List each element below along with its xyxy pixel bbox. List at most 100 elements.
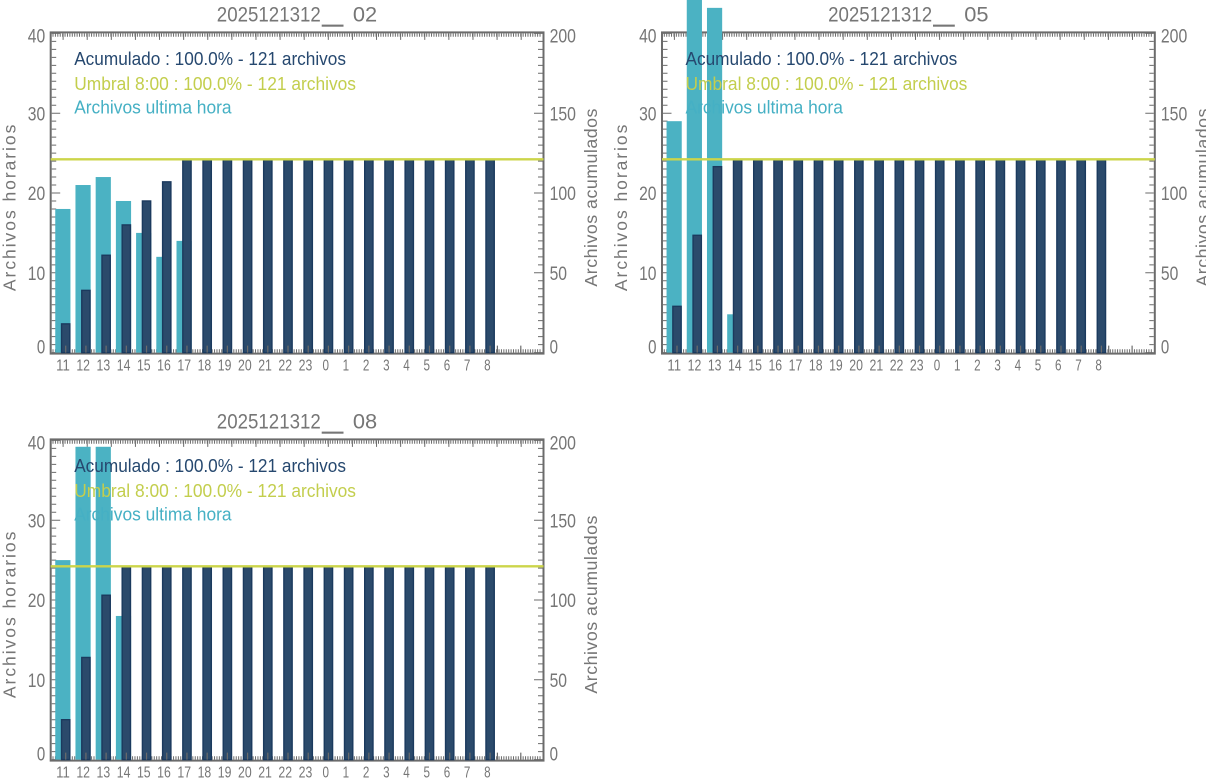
svg-text:17: 17 bbox=[177, 358, 191, 375]
svg-text:0: 0 bbox=[648, 338, 656, 359]
svg-text:Umbral 8:00 : 100.0% - 121 arc: Umbral 8:00 : 100.0% - 121 archivos bbox=[686, 74, 968, 94]
svg-text:15: 15 bbox=[137, 358, 151, 375]
svg-text:7: 7 bbox=[1075, 358, 1081, 375]
svg-text:11: 11 bbox=[667, 358, 681, 375]
svg-text:3: 3 bbox=[383, 358, 389, 375]
svg-text:13: 13 bbox=[708, 358, 722, 375]
svg-text:5: 5 bbox=[423, 765, 429, 779]
svg-text:30: 30 bbox=[28, 104, 45, 125]
svg-text:13: 13 bbox=[97, 358, 111, 375]
svg-text:20: 20 bbox=[849, 358, 863, 375]
svg-text:02: 02 bbox=[353, 4, 377, 27]
svg-text:Archivos ultima hora: Archivos ultima hora bbox=[686, 97, 844, 117]
svg-text:30: 30 bbox=[639, 104, 656, 125]
svg-text:22: 22 bbox=[278, 765, 292, 779]
svg-text:Archivos acumulados: Archivos acumulados bbox=[581, 515, 601, 694]
svg-text:4: 4 bbox=[403, 358, 410, 375]
svg-text:23: 23 bbox=[910, 358, 924, 375]
svg-text:Acumulado : 100.0% - 121 archi: Acumulado : 100.0% - 121 archivos bbox=[74, 456, 346, 476]
svg-text:12: 12 bbox=[76, 765, 90, 779]
svg-text:21: 21 bbox=[258, 358, 272, 375]
svg-text:Archivos ultima hora: Archivos ultima hora bbox=[74, 97, 232, 117]
svg-text:0: 0 bbox=[550, 338, 558, 359]
svg-text:23: 23 bbox=[299, 765, 313, 779]
svg-text:50: 50 bbox=[1161, 264, 1178, 285]
svg-text:21: 21 bbox=[258, 765, 272, 779]
svg-text:Umbral 8:00 : 100.0% - 121 arc: Umbral 8:00 : 100.0% - 121 archivos bbox=[74, 481, 356, 501]
svg-text:20: 20 bbox=[238, 765, 252, 779]
svg-text:100: 100 bbox=[1161, 184, 1187, 205]
svg-text:19: 19 bbox=[218, 358, 232, 375]
svg-text:23: 23 bbox=[299, 358, 313, 375]
svg-text:8: 8 bbox=[484, 358, 490, 375]
svg-text:8: 8 bbox=[1095, 358, 1101, 375]
svg-text:7: 7 bbox=[464, 358, 470, 375]
svg-text:Archivos horarios: Archivos horarios bbox=[611, 123, 631, 291]
svg-text:17: 17 bbox=[789, 358, 803, 375]
svg-text:18: 18 bbox=[198, 765, 212, 779]
svg-text:40: 40 bbox=[28, 434, 45, 455]
svg-text:20: 20 bbox=[639, 184, 656, 205]
svg-text:Umbral 8:00 : 100.0% - 121 arc: Umbral 8:00 : 100.0% - 121 archivos bbox=[74, 74, 356, 94]
svg-text:14: 14 bbox=[117, 358, 131, 375]
svg-text:20: 20 bbox=[238, 358, 252, 375]
svg-text:6: 6 bbox=[444, 358, 450, 375]
svg-text:2025121312: 2025121312 bbox=[217, 4, 321, 27]
svg-text:12: 12 bbox=[688, 358, 702, 375]
svg-text:2: 2 bbox=[363, 765, 369, 779]
svg-text:7: 7 bbox=[464, 765, 470, 779]
svg-text:17: 17 bbox=[177, 765, 191, 779]
svg-text:18: 18 bbox=[809, 358, 823, 375]
svg-text:50: 50 bbox=[550, 264, 567, 285]
svg-text:19: 19 bbox=[218, 765, 232, 779]
svg-text:15: 15 bbox=[748, 358, 762, 375]
svg-text:1: 1 bbox=[343, 765, 349, 779]
svg-text:0: 0 bbox=[934, 358, 941, 375]
svg-text:0: 0 bbox=[322, 358, 329, 375]
svg-text:12: 12 bbox=[76, 358, 90, 375]
svg-text:22: 22 bbox=[890, 358, 904, 375]
svg-text:16: 16 bbox=[157, 765, 171, 779]
svg-text:150: 150 bbox=[550, 104, 576, 125]
svg-text:150: 150 bbox=[550, 511, 576, 532]
svg-text:21: 21 bbox=[870, 358, 884, 375]
svg-text:16: 16 bbox=[768, 358, 782, 375]
svg-text:5: 5 bbox=[423, 358, 429, 375]
svg-text:4: 4 bbox=[403, 765, 410, 779]
svg-text:0: 0 bbox=[322, 765, 329, 779]
svg-text:5: 5 bbox=[1035, 358, 1041, 375]
svg-text:2: 2 bbox=[974, 358, 980, 375]
svg-text:0: 0 bbox=[37, 745, 45, 766]
svg-text:22: 22 bbox=[278, 358, 292, 375]
svg-text:0: 0 bbox=[550, 745, 558, 766]
svg-text:19: 19 bbox=[829, 358, 843, 375]
svg-text:6: 6 bbox=[1055, 358, 1061, 375]
svg-text:14: 14 bbox=[728, 358, 742, 375]
svg-text:6: 6 bbox=[444, 765, 450, 779]
svg-text:0: 0 bbox=[37, 338, 45, 359]
svg-text:11: 11 bbox=[56, 358, 70, 375]
svg-text:3: 3 bbox=[994, 358, 1000, 375]
svg-text:10: 10 bbox=[28, 264, 45, 285]
svg-text:Archivos horarios: Archivos horarios bbox=[0, 123, 20, 291]
svg-text:0: 0 bbox=[1161, 338, 1169, 359]
svg-text:15: 15 bbox=[137, 765, 151, 779]
svg-text:Acumulado : 100.0% - 121 archi: Acumulado : 100.0% - 121 archivos bbox=[74, 49, 346, 69]
svg-text:2025121312: 2025121312 bbox=[828, 4, 932, 27]
svg-text:08: 08 bbox=[353, 411, 377, 434]
svg-text:200: 200 bbox=[550, 27, 576, 48]
svg-text:13: 13 bbox=[97, 765, 111, 779]
svg-text:1: 1 bbox=[343, 358, 349, 375]
svg-text:10: 10 bbox=[639, 264, 656, 285]
svg-text:Archivos ultima hora: Archivos ultima hora bbox=[74, 504, 232, 524]
svg-text:8: 8 bbox=[484, 765, 490, 779]
svg-text:50: 50 bbox=[550, 671, 567, 692]
svg-text:100: 100 bbox=[550, 184, 576, 205]
svg-text:18: 18 bbox=[198, 358, 212, 375]
svg-text:14: 14 bbox=[117, 765, 131, 779]
svg-text:150: 150 bbox=[1161, 104, 1187, 125]
svg-text:05: 05 bbox=[964, 4, 988, 27]
svg-text:Acumulado : 100.0% - 121 archi: Acumulado : 100.0% - 121 archivos bbox=[686, 49, 958, 69]
svg-text:40: 40 bbox=[28, 27, 45, 48]
svg-text:200: 200 bbox=[550, 434, 576, 455]
